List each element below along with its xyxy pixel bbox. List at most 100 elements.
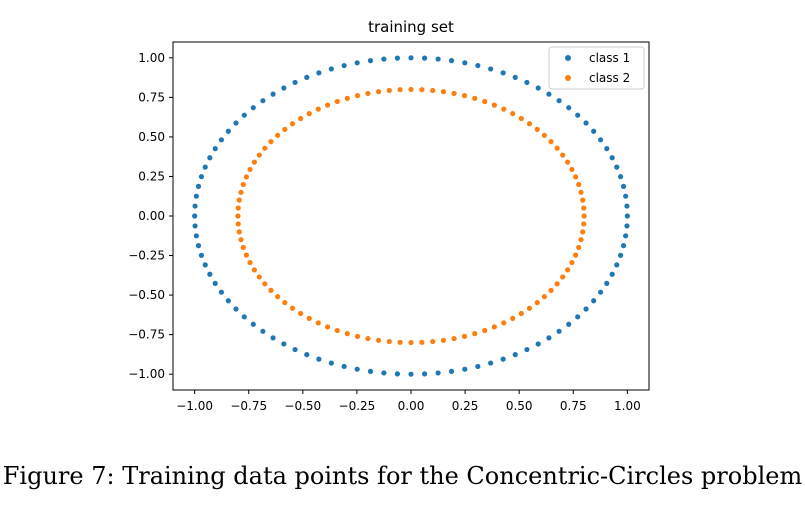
data-point <box>591 128 597 134</box>
data-point <box>560 152 566 158</box>
data-point <box>202 262 208 268</box>
data-point <box>233 120 239 126</box>
data-point <box>501 320 507 326</box>
data-point <box>298 115 304 122</box>
data-point <box>598 289 604 295</box>
chart-title: training set <box>368 18 454 36</box>
data-point <box>554 281 560 287</box>
legend-label-class-1: class 1 <box>589 51 630 65</box>
plot-points <box>192 55 630 377</box>
data-point <box>524 346 530 353</box>
data-point <box>546 335 552 341</box>
data-point <box>235 213 241 219</box>
data-point <box>341 62 347 69</box>
data-point <box>548 287 554 293</box>
data-point <box>394 371 401 377</box>
data-point <box>624 223 630 229</box>
data-point <box>225 298 231 304</box>
data-point <box>614 262 620 268</box>
data-point <box>475 62 481 69</box>
data-point <box>408 371 414 377</box>
y-axis: 1.00 0.75 0.50 0.25 0.00 −0.25 −0.50 −0.75 −1.00 <box>128 51 173 381</box>
data-point <box>241 314 247 320</box>
data-point <box>354 366 360 372</box>
data-point <box>569 166 575 173</box>
data-point <box>207 271 213 277</box>
data-point <box>334 327 340 334</box>
data-point <box>408 339 414 346</box>
scatter-chart: training set −1.00 −0.75 −0.50 −0.25 0.00 0.2… <box>128 18 650 413</box>
data-point <box>491 324 497 330</box>
data-point <box>419 87 425 93</box>
y-tick-label: 1.00 <box>138 51 165 65</box>
data-point <box>565 159 571 165</box>
data-point <box>275 132 281 138</box>
data-point <box>304 74 310 80</box>
legend-marker-class-1 <box>565 55 571 61</box>
data-point <box>421 55 428 61</box>
data-point <box>440 89 447 95</box>
data-point <box>581 221 587 227</box>
data-point <box>578 237 584 243</box>
data-point <box>500 356 506 362</box>
data-point <box>581 213 587 219</box>
data-point <box>534 126 540 132</box>
legend-box <box>548 46 645 90</box>
data-point <box>435 56 441 62</box>
data-point <box>365 335 371 342</box>
data-point <box>354 333 361 339</box>
data-point <box>518 310 524 317</box>
data-point <box>192 203 198 209</box>
data-point <box>617 174 624 180</box>
data-point <box>238 237 244 243</box>
y-tick-label: −0.50 <box>128 288 165 302</box>
data-point <box>256 152 262 158</box>
data-point <box>583 120 589 126</box>
data-point <box>461 93 468 99</box>
data-point <box>510 315 516 321</box>
data-point <box>270 335 276 341</box>
data-point <box>624 213 630 219</box>
data-point <box>624 203 630 209</box>
data-point <box>289 121 296 127</box>
data-point <box>289 305 296 311</box>
data-point <box>535 341 541 347</box>
data-point <box>575 112 581 118</box>
data-point <box>397 339 403 345</box>
data-point <box>581 205 587 211</box>
y-tick-label: 0.00 <box>138 209 165 223</box>
data-point <box>482 98 488 105</box>
plot-frame <box>172 41 650 391</box>
data-point <box>598 137 604 143</box>
data-point <box>328 66 334 72</box>
data-point <box>238 189 244 195</box>
data-point <box>316 70 322 76</box>
data-point <box>591 298 597 304</box>
data-point <box>472 95 478 101</box>
data-point <box>569 259 575 266</box>
data-point <box>609 155 615 161</box>
data-point <box>344 95 350 101</box>
y-tick-label: 0.50 <box>138 130 165 144</box>
data-point <box>488 66 494 72</box>
data-point <box>198 252 205 258</box>
data-point <box>304 352 310 358</box>
data-point <box>235 221 241 227</box>
data-point <box>281 85 287 91</box>
data-point <box>386 87 392 94</box>
data-point <box>578 189 584 195</box>
data-point <box>193 193 199 199</box>
data-point <box>462 366 468 372</box>
legend-marker-class-2 <box>565 75 571 81</box>
data-point <box>548 139 554 145</box>
data-point <box>218 289 224 295</box>
x-tick-label: 0.25 <box>452 399 479 413</box>
data-point <box>604 146 610 152</box>
data-point <box>236 229 242 235</box>
x-tick-label: −0.50 <box>284 399 321 413</box>
data-point <box>334 98 340 105</box>
data-point <box>501 106 507 112</box>
legend: class 1 class 2 <box>548 46 645 90</box>
data-point <box>554 145 560 151</box>
data-point <box>512 74 518 80</box>
